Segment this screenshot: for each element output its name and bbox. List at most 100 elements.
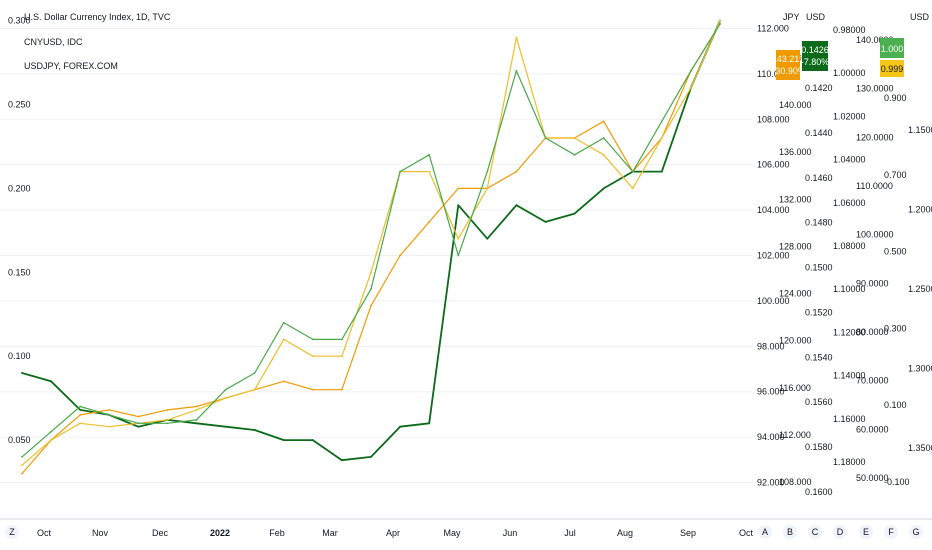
right-price-scales[interactable]: 112.000 110.000 108.000 106.000 104.000 102.0… — [757, 23, 932, 497]
usd-tick-label: 0.1460 — [805, 173, 833, 183]
cnyusd-price-badge — [802, 41, 828, 71]
s4-tick-label: 1.18000 — [833, 457, 866, 467]
dxy-change-value: +30.90% — [770, 66, 806, 76]
x-tick-label: Oct — [739, 528, 754, 538]
jpy-tick-label: 128.000 — [779, 241, 812, 251]
usd-tick-label: 0.1540 — [805, 352, 833, 362]
time-axis[interactable]: Oct Nov Dec 2022 Feb Mar Apr May Jun Jul Aug Sep Oct — [37, 528, 754, 538]
s5-tick-label: 70.0000 — [856, 376, 889, 386]
line-series-4-point — [399, 170, 401, 173]
line-series-dxy-point — [137, 425, 140, 428]
left-tick-label: 0.300 — [8, 16, 31, 26]
line-series-dxy-point — [573, 212, 576, 215]
line-series-dxy-point — [457, 204, 460, 207]
right-badge-top — [880, 38, 904, 58]
s7-tick-label: 1.30000 — [908, 364, 932, 374]
s6-tick-label: 0.100 — [884, 400, 907, 410]
left-price-scale[interactable]: 0.300 0.250 0.200 0.150 0.100 0.050 — [8, 16, 31, 445]
cnyusd-price-value: 0.1426 — [801, 45, 829, 55]
usd-tick-label: 0.1500 — [805, 263, 833, 273]
usd-tick-label: 0.1440 — [805, 128, 833, 138]
line-series-dxy-point — [370, 455, 372, 458]
legend-item-dxy[interactable]: U.S. Dollar Currency Index, 1D, TVC — [24, 12, 171, 22]
axis-button-a[interactable]: A — [758, 525, 772, 539]
axis-button-label: B — [787, 527, 793, 537]
axis-button-c[interactable]: C — [808, 525, 822, 539]
line-series-usdjpy-point — [21, 464, 23, 467]
plot-area[interactable] — [21, 19, 721, 475]
line-series-usdjpy-point — [515, 36, 518, 39]
axis-button-d[interactable]: D — [833, 525, 847, 539]
s7-tick-label: 1.25000 — [908, 284, 932, 294]
s4-tick-label: 1.10000 — [833, 284, 866, 294]
axis-button-bg — [909, 525, 923, 539]
s6-tick-label: 0.500 — [884, 247, 907, 257]
line-series-dxy-point — [428, 422, 431, 425]
s5-tick-label: 90.0000 — [856, 278, 889, 288]
line-series-usdjpy-point — [79, 422, 82, 425]
line-series-usdjpy-point — [50, 439, 52, 441]
line-series-cnyusd[interactable] — [21, 23, 721, 474]
right-badge-bottom-value: 0.999 — [881, 64, 904, 74]
line-series-cnyusd-point — [21, 472, 23, 475]
line-series-dxy-point — [224, 425, 227, 428]
axis-button-g[interactable]: G — [909, 525, 923, 539]
line-series-dxy-point — [602, 187, 605, 190]
jpy-scale-title: JPY — [783, 12, 800, 22]
line-series-usdjpy-point — [282, 338, 285, 341]
line-series-cnyusd-point — [428, 221, 431, 223]
dxy-tick-label: 106.000 — [757, 160, 790, 170]
x-tick-label: Apr — [386, 528, 400, 538]
legend-item-usdjpy[interactable]: USDJPY, FOREX.COM — [24, 61, 118, 71]
line-series-dxy-point — [399, 425, 401, 428]
line-series-cnyusd-point — [108, 408, 111, 411]
line-series-4-point — [195, 419, 198, 421]
line-series-usdjpy-point — [341, 355, 343, 358]
axis-button-z[interactable]: Z — [5, 525, 19, 539]
left-tick-label: 0.200 — [8, 183, 31, 193]
line-series-usdjpy-point — [486, 187, 489, 190]
x-tick-label: Nov — [92, 528, 109, 538]
line-series-usdjpy[interactable] — [21, 20, 721, 466]
line-series-dxy-point — [486, 237, 489, 240]
legend-item-cnyusd[interactable]: CNYUSD, IDC — [24, 37, 83, 47]
x-tick-label: Oct — [37, 528, 52, 538]
s6-tick-label: 0.700 — [884, 170, 907, 180]
line-series-dxy[interactable] — [21, 20, 721, 462]
line-series-cnyusd-point — [341, 388, 343, 391]
s6-tick-label: 0.900 — [884, 93, 907, 103]
line-series-usdjpy-point — [602, 153, 605, 156]
x-tick-label: Mar — [322, 528, 338, 538]
axis-button-label: F — [888, 527, 894, 537]
line-series-4-point — [108, 414, 111, 416]
line-series-4-point — [253, 372, 256, 374]
line-series-dxy-point — [544, 221, 547, 223]
usd-tick-label: 0.1420 — [805, 83, 833, 93]
dxy-tick-label: 112.000 — [757, 23, 789, 33]
line-series-usdjpy-point — [690, 86, 692, 89]
line-series-usdjpy-point — [253, 388, 256, 391]
axis-button-f[interactable]: F — [884, 525, 898, 539]
axis-button-e[interactable]: E — [859, 525, 873, 539]
s5-tick-label: 80.0000 — [856, 327, 889, 337]
s4-tick-label: 1.12000 — [833, 327, 866, 337]
x-tick-label: Feb — [269, 528, 285, 538]
dxy-price-badge — [776, 50, 800, 80]
s5-tick-label: 100.0000 — [856, 230, 894, 240]
line-series-usdjpy-point — [224, 397, 227, 400]
line-series-dxy-point — [50, 380, 52, 383]
s5-tick-label: 50.0000 — [856, 473, 889, 483]
line-series-usdjpy-point — [311, 355, 314, 358]
line-series-4-point — [311, 338, 314, 341]
jpy-tick-label: 136.000 — [779, 147, 812, 157]
axis-button-b[interactable]: B — [783, 525, 797, 539]
axis-button-label: D — [837, 527, 844, 537]
left-tick-label: 0.050 — [8, 435, 31, 445]
usd-scale-title: USD — [806, 12, 826, 22]
line-series-usdjpy-point — [428, 170, 431, 173]
line-series-4-point — [224, 388, 227, 391]
line-series-4-point — [282, 321, 285, 324]
axis-button-bg — [859, 525, 873, 539]
